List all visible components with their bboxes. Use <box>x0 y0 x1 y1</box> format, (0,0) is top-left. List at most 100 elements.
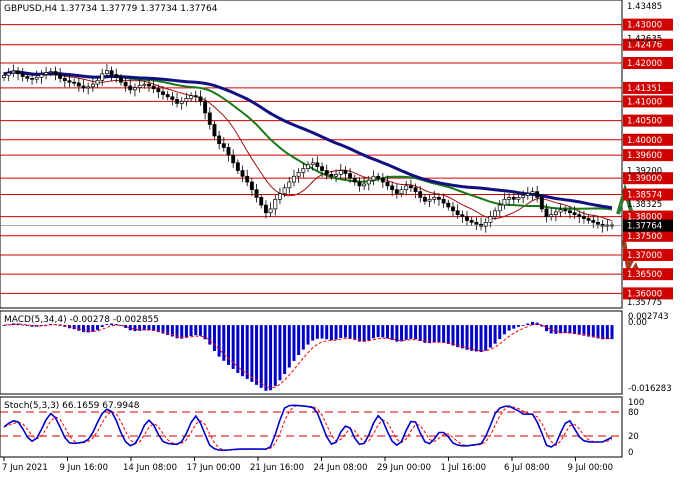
macd-bar <box>442 325 446 343</box>
candle-body <box>572 212 577 216</box>
macd-bar <box>488 325 492 348</box>
candle-body <box>161 91 165 95</box>
candle-body <box>273 198 278 210</box>
level-label-box <box>623 172 673 185</box>
macd-bar <box>105 324 109 326</box>
candle-body <box>263 204 268 214</box>
level-label-box <box>623 149 673 162</box>
macd-bar <box>180 325 184 339</box>
macd-bar <box>133 325 137 332</box>
candle-body <box>58 74 63 79</box>
macd-bar <box>530 321 534 326</box>
candle-body <box>296 172 301 177</box>
candle-body <box>30 78 35 80</box>
candle-body <box>362 183 367 187</box>
candle-body <box>128 85 133 91</box>
macd-bar <box>559 325 563 334</box>
time-tick-label: 14 Jun 08:00 <box>123 463 177 473</box>
level-label: 1.41351 <box>627 84 662 94</box>
macd-bar <box>512 325 516 329</box>
symbol-header: GBPUSD,H4 1.37734 1.37779 1.37734 1.3776… <box>4 4 218 14</box>
candle-body <box>432 197 437 200</box>
stoch-label: Stoch(5,3,3) 66.1659 67.9948 <box>4 401 140 411</box>
candle-body <box>118 77 123 83</box>
candle-body <box>151 85 156 90</box>
time-tick-label: 21 Jun 16:00 <box>250 463 304 473</box>
level-label-box <box>623 18 673 31</box>
candle-body <box>530 191 535 194</box>
candle-body <box>109 70 114 75</box>
macd-bar <box>306 325 310 345</box>
candle-body <box>39 74 44 78</box>
candle-body <box>226 147 231 156</box>
candle-body <box>352 177 357 183</box>
macd-bar <box>591 325 595 338</box>
macd-bar <box>582 325 586 336</box>
macd-histogram <box>2 321 614 391</box>
macd-bar <box>386 325 390 339</box>
level-label-box <box>623 210 673 223</box>
candle-body <box>394 189 399 194</box>
macd-bar <box>601 325 605 340</box>
macd-bar <box>596 325 600 339</box>
macd-bar <box>147 325 151 331</box>
level-label-box <box>623 248 673 261</box>
candle-body <box>366 179 371 185</box>
macd-bar <box>465 325 469 350</box>
candle-body <box>254 189 259 198</box>
price-level-lines <box>0 24 622 294</box>
candle-body <box>34 76 39 80</box>
candle-body <box>198 96 203 102</box>
candle-body <box>123 81 128 87</box>
level-label-box <box>623 287 673 300</box>
level-label-box <box>623 188 673 201</box>
candle-body <box>357 181 362 187</box>
candle-body <box>343 170 348 174</box>
time-axis: 7 Jun 2021 9 Jun 16:00 14 Jun 08:00 17 Jun … <box>2 457 613 473</box>
candle-body <box>179 101 184 104</box>
macd-bar <box>255 325 259 385</box>
macd-bar <box>428 325 432 344</box>
candle-body <box>165 94 170 98</box>
candle-body <box>268 208 273 214</box>
macd-bar <box>362 325 366 342</box>
macd-bar <box>231 325 235 369</box>
candle-body <box>558 209 563 213</box>
candle-body <box>90 83 95 88</box>
candle-body <box>217 135 222 144</box>
macd-bar <box>301 325 305 350</box>
macd-axis-top: 0.002743 <box>628 312 669 322</box>
macd-bar <box>348 325 352 339</box>
macd-bar <box>241 325 245 377</box>
macd-bar <box>409 325 413 339</box>
macd-bar <box>25 325 29 326</box>
level-label-box <box>623 229 673 242</box>
candle-body <box>133 87 137 91</box>
candle-body <box>48 71 53 73</box>
macd-bar <box>138 325 142 331</box>
level-label-box <box>623 57 673 70</box>
candle-body <box>437 197 441 200</box>
level-label: 1.36000 <box>627 289 662 299</box>
macd-bar <box>526 323 530 326</box>
macd-bar <box>605 325 609 340</box>
macd-bar <box>395 325 399 342</box>
candle-body <box>460 214 465 217</box>
macd-bar <box>128 325 132 331</box>
candle-body <box>577 214 582 217</box>
candle-body <box>596 221 600 225</box>
macd-bar <box>58 325 62 326</box>
price-panel: GBPUSD,H4 1.37734 1.37779 1.37734 1.3776… <box>0 0 640 309</box>
level-label: 1.36500 <box>627 270 662 280</box>
macd-bar <box>273 325 277 386</box>
level-label-box <box>623 38 673 51</box>
candle-body <box>292 175 296 183</box>
candle-body <box>142 83 147 86</box>
candle-body <box>156 88 161 93</box>
macd-bar <box>474 325 478 352</box>
macd-bar <box>479 325 483 352</box>
candle-body <box>474 221 479 225</box>
macd-signal-line <box>3 323 613 389</box>
candle-body <box>600 223 605 227</box>
macd-bar <box>77 325 81 331</box>
